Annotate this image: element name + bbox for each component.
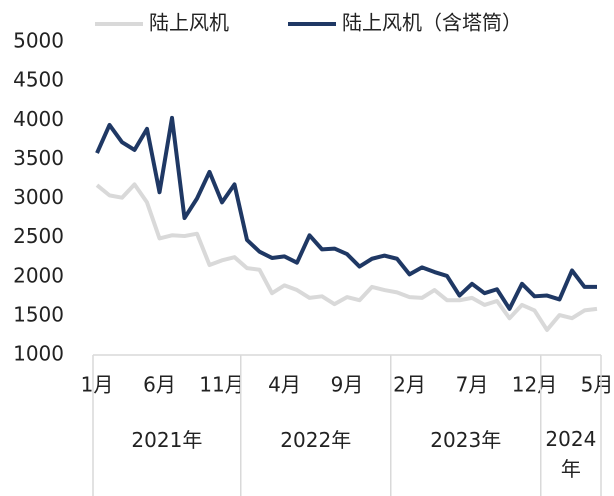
y-tick-label: 3000 — [13, 185, 64, 209]
series-line — [95, 115, 597, 311]
series-line — [95, 182, 598, 332]
x-tick-label: 1月 — [81, 373, 114, 397]
y-tick-label: 1500 — [13, 302, 64, 326]
x-group-label: 2023年 — [430, 428, 502, 452]
y-tick-label: 5000 — [13, 29, 64, 53]
legend-label: 陆上风机（含塔筒） — [342, 11, 522, 35]
x-group-label: 2022年 — [280, 428, 352, 452]
y-tick-label: 4500 — [13, 68, 64, 92]
x-tick-label: 6月 — [143, 373, 176, 397]
x-tick-label: 7月 — [456, 373, 489, 397]
x-tick-label: 2月 — [393, 373, 426, 397]
y-tick-label: 1000 — [13, 342, 64, 366]
x-group-label: 2021年 — [131, 428, 203, 452]
x-tick-label: 12月 — [512, 373, 557, 397]
legend-label: 陆上风机 — [149, 11, 229, 35]
y-tick-label: 2000 — [13, 263, 64, 287]
x-group-label: 2024年 — [545, 427, 597, 481]
x-tick-label: 5月 — [581, 373, 614, 397]
x-tick-label: 9月 — [331, 373, 364, 397]
y-tick-label: 4000 — [13, 107, 64, 131]
y-tick-label: 2500 — [13, 224, 64, 248]
x-tick-label: 11月 — [199, 373, 244, 397]
x-tick-label: 4月 — [268, 373, 301, 397]
y-tick-label: 3500 — [13, 146, 64, 170]
